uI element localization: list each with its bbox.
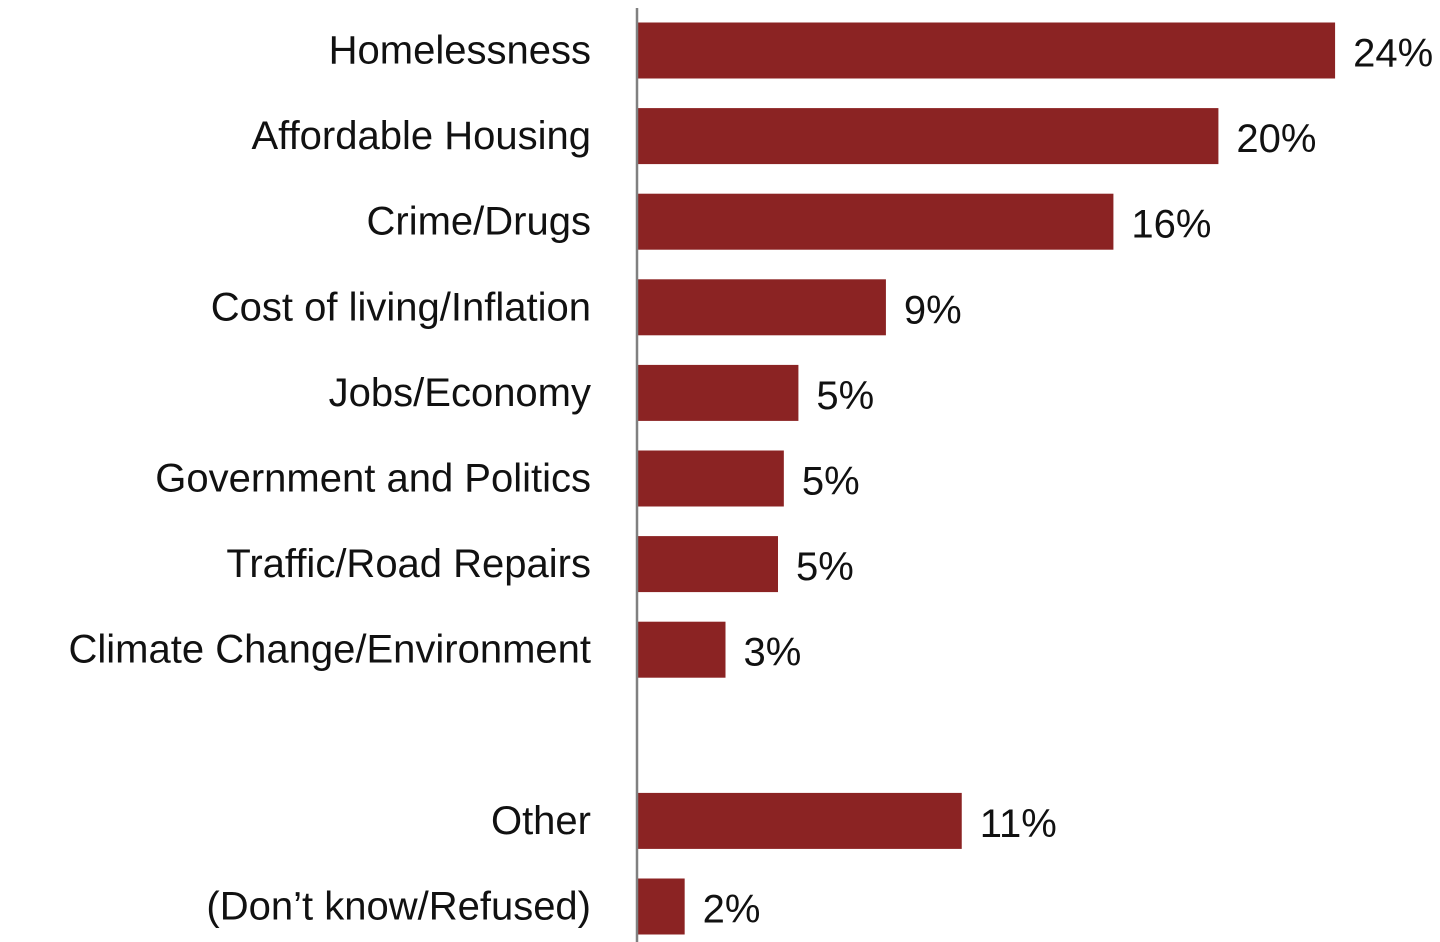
value-label: 5% xyxy=(802,460,860,504)
bar xyxy=(638,364,799,421)
category-label: (Don’t know/Refused) xyxy=(206,885,591,929)
value-label: 9% xyxy=(904,288,962,332)
category-label: Jobs/Economy xyxy=(329,371,591,415)
bar xyxy=(638,878,685,935)
value-label: 5% xyxy=(816,374,874,418)
bar xyxy=(638,536,778,593)
value-labels: 24% 20% 16% 9% 5% 5% 5% 3% 11% 2% xyxy=(703,32,1433,932)
bar xyxy=(638,792,962,849)
bar xyxy=(638,108,1219,165)
value-label: 20% xyxy=(1236,117,1316,161)
value-label: 3% xyxy=(744,631,802,675)
category-label: Climate Change/Environment xyxy=(69,628,591,672)
bar xyxy=(638,193,1114,250)
bar xyxy=(638,22,1336,79)
bar xyxy=(638,450,784,507)
bar xyxy=(638,279,886,336)
value-label: 16% xyxy=(1131,203,1211,247)
category-labels: Homelessness Affordable Housing Crime/Drug… xyxy=(69,29,591,929)
category-label: Government and Politics xyxy=(155,457,591,501)
bars xyxy=(638,22,1336,935)
category-label: Traffic/Road Repairs xyxy=(226,542,591,586)
bar xyxy=(638,621,726,678)
value-label: 5% xyxy=(796,545,854,589)
value-label: 11% xyxy=(980,802,1057,846)
category-label: Cost of living/Inflation xyxy=(211,285,591,329)
value-label: 24% xyxy=(1353,32,1433,76)
category-label: Crime/Drugs xyxy=(367,200,591,244)
category-label: Other xyxy=(491,799,591,843)
category-label: Affordable Housing xyxy=(252,114,592,158)
value-label: 2% xyxy=(703,888,761,932)
category-label: Homelessness xyxy=(329,29,591,73)
